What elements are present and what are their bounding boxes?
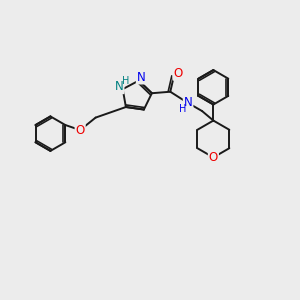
Text: N: N	[115, 80, 124, 93]
Text: N: N	[184, 96, 193, 109]
Text: O: O	[76, 124, 85, 136]
Text: H: H	[179, 104, 187, 114]
Text: N: N	[137, 70, 146, 83]
Text: H: H	[122, 76, 129, 86]
Text: O: O	[209, 151, 218, 164]
Text: O: O	[173, 67, 183, 80]
